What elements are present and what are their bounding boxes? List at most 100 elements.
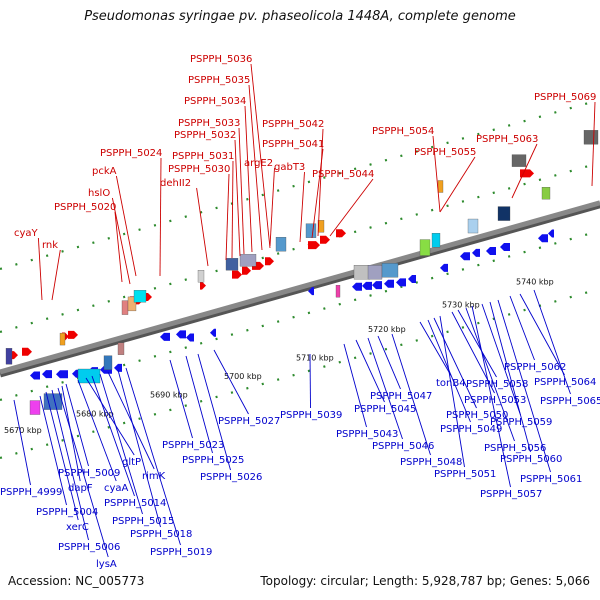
bottom-gene-label: PSPPH_5057: [480, 489, 542, 500]
bottom-gene-label: lysA: [96, 559, 117, 570]
forward-gene-arrow: [232, 270, 242, 279]
top-gene-label: PSPPH_5020: [54, 202, 116, 213]
reverse-gene-arrow: [42, 370, 52, 379]
bottom-label-leader: [13, 399, 31, 486]
top-gene-label: PSPPH_5030: [168, 164, 230, 175]
bottom-gene-label: PSPPH_5046: [372, 441, 434, 452]
bottom-gene-label: PSPPH_5061: [520, 474, 582, 485]
forward-gene-arrow: [200, 281, 206, 290]
top-label-leader: [439, 156, 476, 213]
bottom-label-leader: [91, 375, 135, 497]
bottom-label-leader: [309, 353, 311, 409]
gene-feature-box: [77, 368, 101, 384]
gene-feature-box: [353, 265, 371, 280]
gene-feature-box: [133, 290, 147, 303]
bottom-gene-label: PSPPH_5059: [490, 417, 552, 428]
top-label-leader: [244, 105, 253, 253]
kbp-tick-label: 5720 kbp: [368, 325, 406, 334]
top-label-leader: [225, 173, 230, 261]
bottom-gene-label: gltP: [122, 457, 141, 468]
reverse-gene-arrow: [440, 263, 448, 272]
bottom-gene-label: PSPPH_5045: [354, 404, 416, 415]
top-label-leader: [432, 135, 441, 213]
bottom-label-leader: [391, 333, 431, 456]
gene-feature-box: [317, 220, 325, 233]
top-gene-label: PSPPH_5054: [372, 126, 434, 137]
gene-feature-box: [127, 296, 137, 312]
bottom-label-leader: [489, 301, 531, 453]
reverse-gene-arrow: [460, 252, 470, 261]
gene-feature-box: [511, 154, 527, 167]
bottom-gene-label: PSPPH_5039: [280, 410, 342, 421]
bottom-label-leader: [197, 353, 231, 471]
genome-title: Pseudomonas syringae pv. phaseolicola 14…: [84, 9, 516, 24]
top-label-leader: [196, 187, 209, 267]
top-gene-label: PSPPH_5041: [262, 139, 324, 150]
bottom-gene-label: PSPPH_5043: [336, 429, 398, 440]
top-label-leader: [248, 84, 263, 251]
top-gene-label: PSPPH_5035: [188, 75, 250, 86]
bottom-label-leader: [481, 303, 521, 416]
bottom-gene-label: PSPPH_5026: [200, 472, 262, 483]
top-gene-label: PSPPH_5055: [414, 147, 476, 158]
bottom-gene-label: PSPPH_5048: [400, 457, 462, 468]
top-gene-label: cyaY: [14, 228, 39, 239]
forward-gene-arrow: [520, 169, 534, 178]
bottom-label-leader: [77, 379, 117, 482]
bottom-label-leader: [61, 385, 81, 482]
bottom-gene-label: PSPPH_5018: [130, 529, 192, 540]
reverse-gene-arrow: [362, 281, 372, 290]
bottom-label-leader: [471, 305, 511, 488]
bottom-label-leader: [51, 389, 89, 541]
top-label-leader: [231, 160, 234, 259]
bottom-gene-label: PSPPH_5050: [446, 410, 508, 421]
bottom-gene-label: PSPPH_5049: [440, 424, 502, 435]
bottom-gene-label: cyaA: [104, 483, 129, 494]
bottom-gene-label: xerC: [66, 522, 89, 533]
bottom-label-leader: [85, 377, 135, 456]
top-gene-label: hslO: [88, 188, 110, 199]
top-label-leader: [269, 167, 275, 247]
gene-feature-box: [117, 342, 125, 355]
bottom-label-leader: [39, 395, 67, 506]
bottom-label-leader: [213, 349, 249, 415]
bottom-gene-label: PSPPH_5053: [464, 395, 526, 406]
forward-gene-arrow: [22, 347, 32, 356]
bottom-label-leader: [439, 315, 465, 468]
bottom-gene-label: PSPPH_5023: [162, 440, 224, 451]
reverse-gene-arrow: [472, 248, 480, 257]
bottom-gene-label: PSPPH_5060: [500, 454, 562, 465]
top-gene-label: dehII2: [160, 178, 191, 189]
gene-feature-box: [103, 355, 113, 370]
bottom-label-leader: [419, 321, 452, 377]
bottom-label-leader: [169, 359, 193, 439]
bottom-label-leader: [185, 355, 213, 454]
bottom-label-leader: [117, 369, 161, 528]
kbp-tick-label: 5690 kbp: [150, 391, 188, 400]
forward-gene-arrow: [242, 266, 251, 275]
gene-feature-box: [275, 237, 287, 252]
forward-gene-arrow: [68, 330, 78, 339]
top-label-leader: [591, 101, 596, 187]
top-label-leader: [234, 139, 241, 257]
gene-feature-box: [419, 239, 431, 256]
bottom-gene-label: PSPPH_4999: [0, 487, 62, 498]
top-label-leader: [299, 171, 305, 243]
bottom-gene-label: PSPPH_5058: [466, 379, 528, 390]
bottom-label-leader: [509, 295, 535, 361]
gene-feature-box: [239, 254, 257, 267]
forward-gene-arrow: [308, 241, 320, 250]
accession-text: Accession: NC_005773: [8, 574, 145, 588]
top-gene-label: PSPPH_5024: [100, 148, 162, 159]
reverse-gene-arrow: [186, 333, 194, 342]
top-gene-label: rnk: [42, 240, 58, 251]
bottom-gene-label: PSPPH_5019: [150, 547, 212, 558]
reverse-gene-arrow: [486, 246, 496, 255]
bottom-label-leader: [99, 373, 143, 515]
bottom-label-leader: [355, 339, 385, 403]
top-gene-label: PSPPH_5036: [190, 54, 252, 65]
top-label-leader: [511, 143, 538, 199]
bottom-gene-label: PSPPH_5065: [540, 396, 600, 407]
gene-feature-box: [467, 218, 479, 234]
